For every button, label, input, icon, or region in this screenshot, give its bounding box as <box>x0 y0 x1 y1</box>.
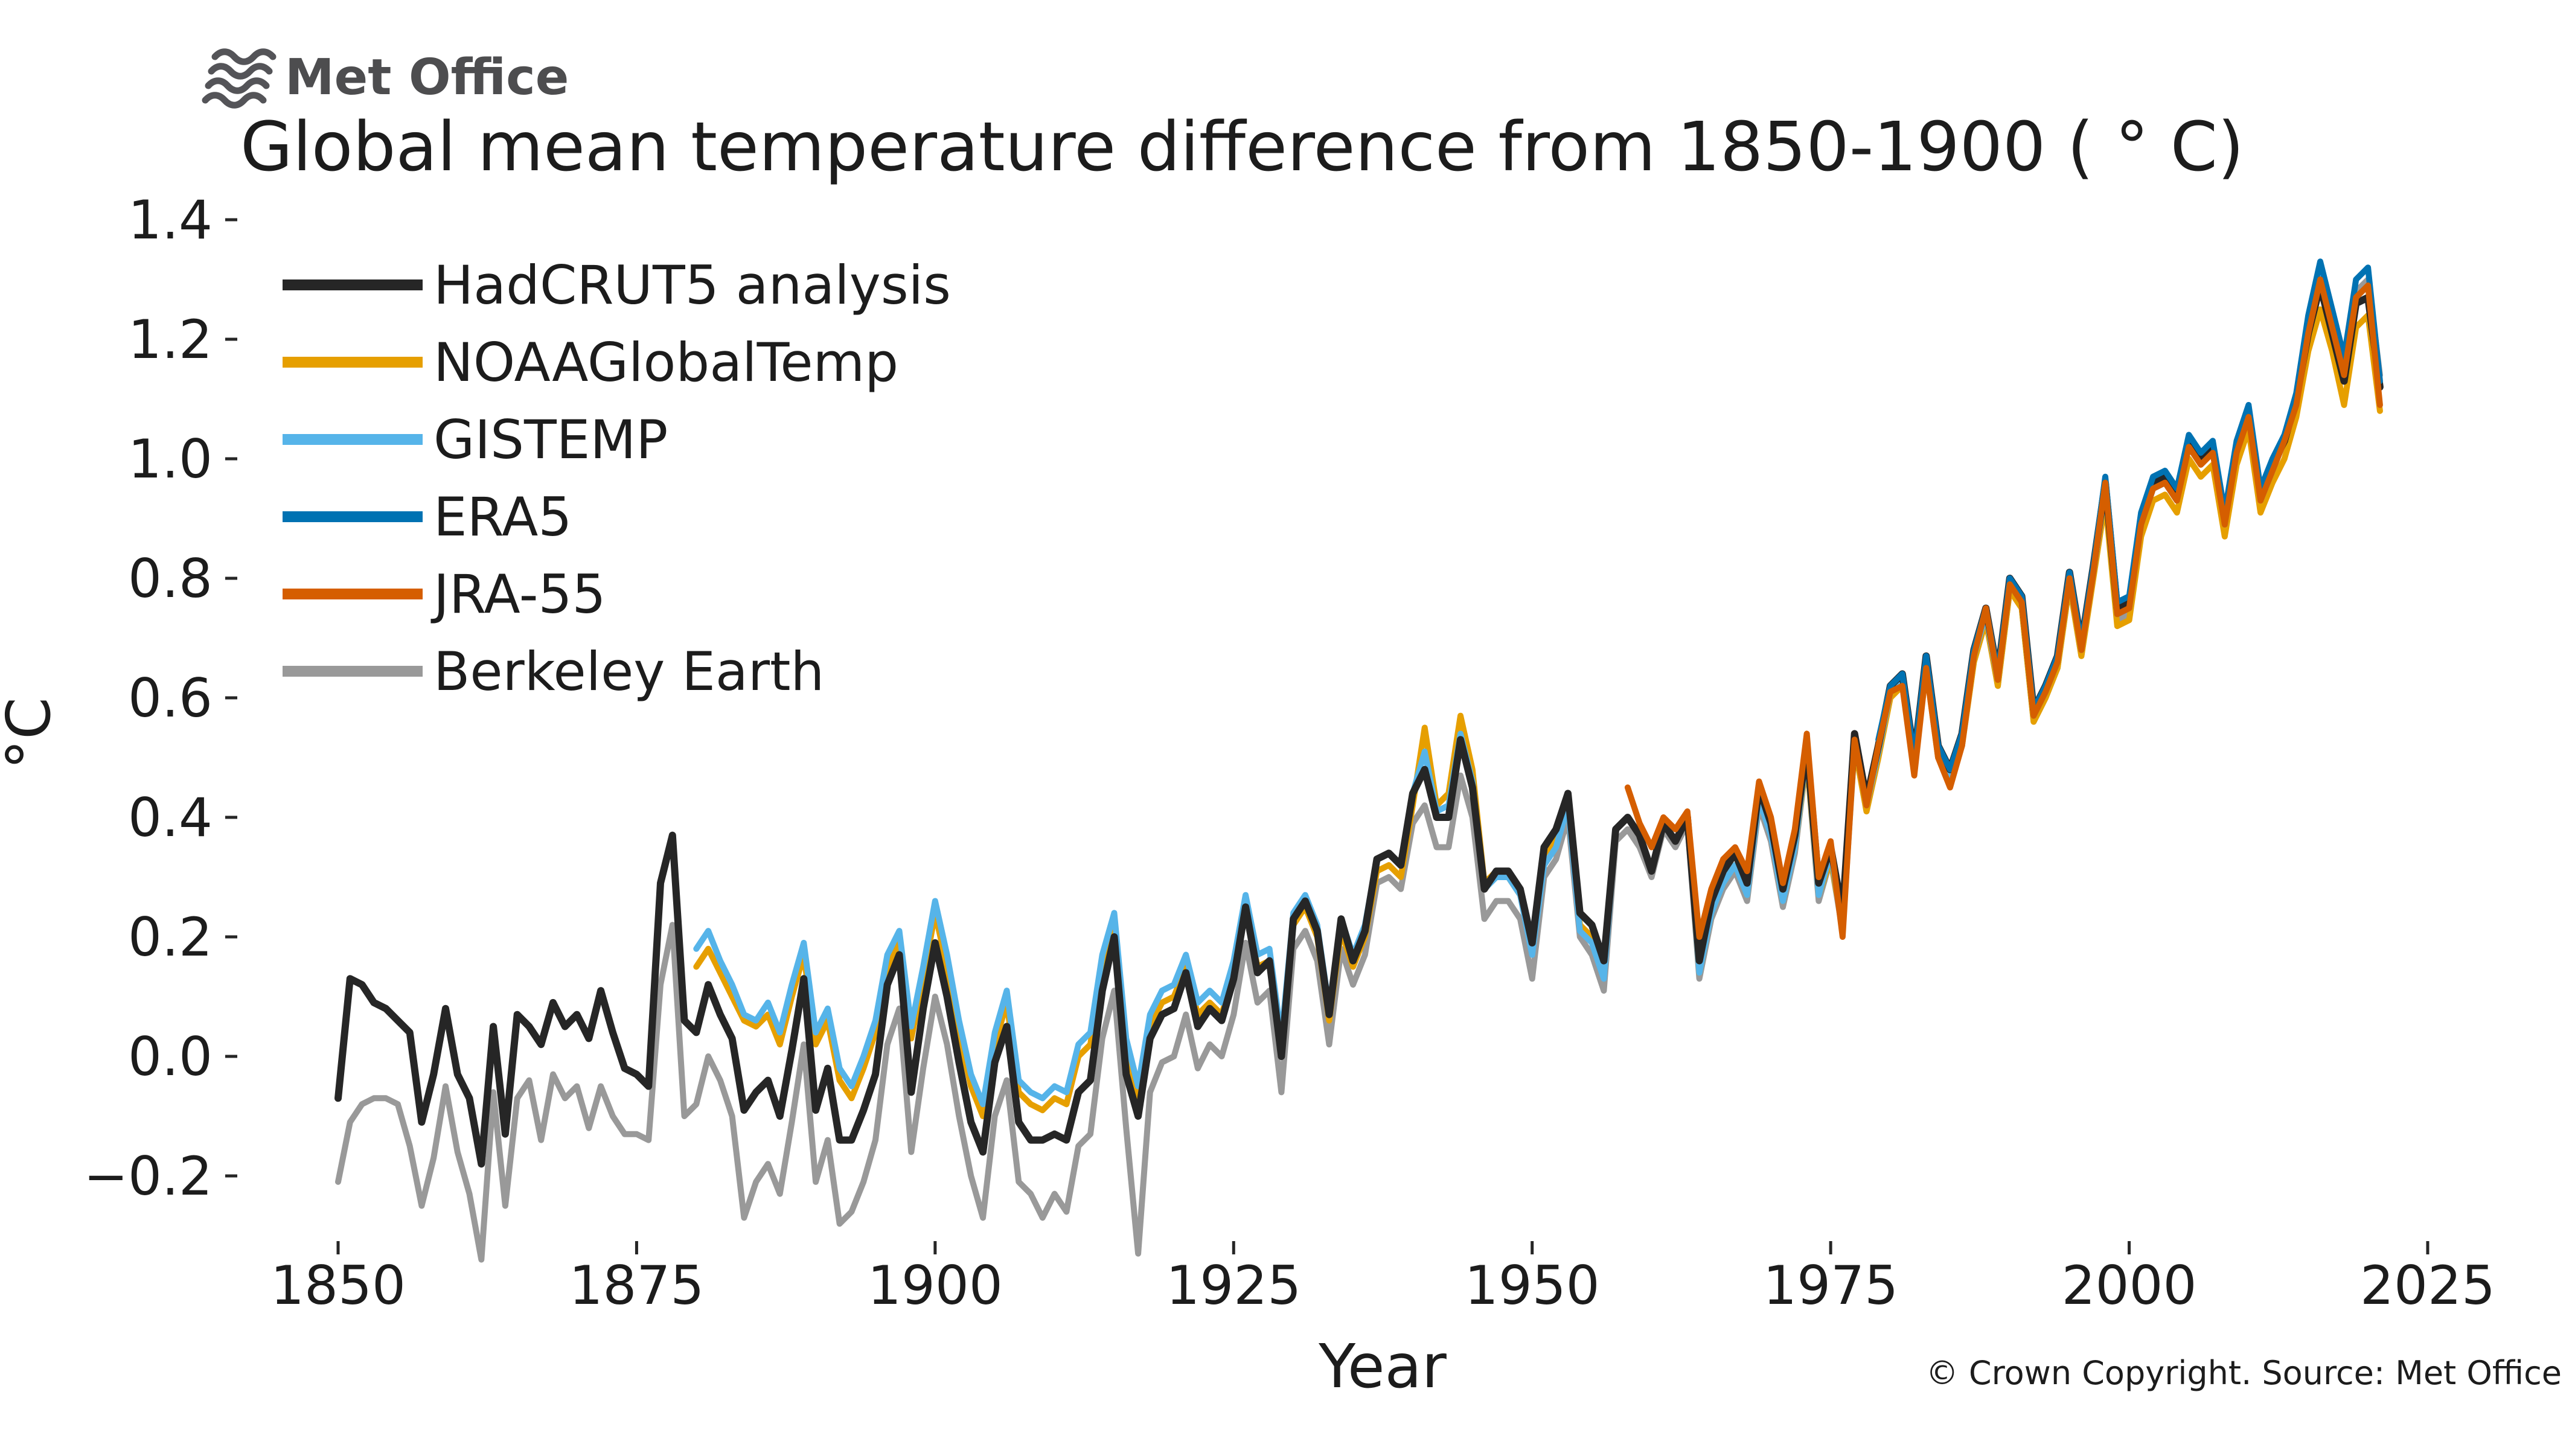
series-line-jra-55 <box>1624 276 2383 940</box>
x-tick-label: 1950 <box>1465 1254 1600 1317</box>
y-tick-label: 1.0 <box>128 428 213 490</box>
y-tick-label: −0.2 <box>83 1145 213 1207</box>
y-tick-label: 0.4 <box>128 787 213 849</box>
y-tick-label: 0.0 <box>128 1026 213 1088</box>
legend-label-gistemp: GISTEMP <box>433 409 668 471</box>
chart-title: Global mean temperature difference from … <box>240 108 2244 187</box>
x-tick-label: 1875 <box>569 1254 704 1317</box>
x-axis: 1850 1875 1900 1925 1950 1975 2000 2025 <box>270 1241 2495 1317</box>
met-office-logo-text: Met Office <box>285 49 569 106</box>
legend: HadCRUT5 analysis NOAAGlobalTemp GISTEMP ER… <box>283 254 951 703</box>
series-line-gistemp <box>693 270 2383 1108</box>
met-office-logo: Met Office <box>202 48 569 109</box>
legend-label-berkeley-earth: Berkeley Earth <box>433 640 824 703</box>
met-office-waves-icon <box>202 48 277 109</box>
y-tick-label: 0.2 <box>128 906 213 968</box>
x-axis-label: Year <box>1318 1331 1447 1402</box>
legend-label-hadcrut5-analysis: HadCRUT5 analysis <box>433 254 951 316</box>
y-tick-label: 0.6 <box>128 667 213 729</box>
x-tick-label: 2000 <box>2062 1254 2197 1317</box>
legend-label-jra-55: JRA-55 <box>430 563 606 625</box>
x-tick-label: 1975 <box>1763 1254 1898 1317</box>
copyright-note: © Crown Copyright. Source: Met Office <box>1926 1354 2562 1392</box>
x-tick-label: 1900 <box>868 1254 1003 1317</box>
y-axis: 1.4 1.2 1.0 0.8 0.6 0.4 0.2 0.0 −0.2 <box>83 189 237 1207</box>
y-axis-label: °C <box>0 697 64 770</box>
x-tick-label: 1850 <box>270 1254 406 1317</box>
x-tick-label: 2025 <box>2360 1254 2495 1317</box>
series-lines <box>334 258 2384 1263</box>
legend-label-noaaglobaltemp: NOAAGlobalTemp <box>433 331 898 394</box>
y-tick-label: 0.8 <box>128 548 213 610</box>
y-tick-label: 1.4 <box>128 189 213 251</box>
x-tick-label: 1925 <box>1166 1254 1301 1317</box>
legend-label-era5: ERA5 <box>433 486 572 548</box>
y-tick-label: 1.2 <box>128 308 213 371</box>
